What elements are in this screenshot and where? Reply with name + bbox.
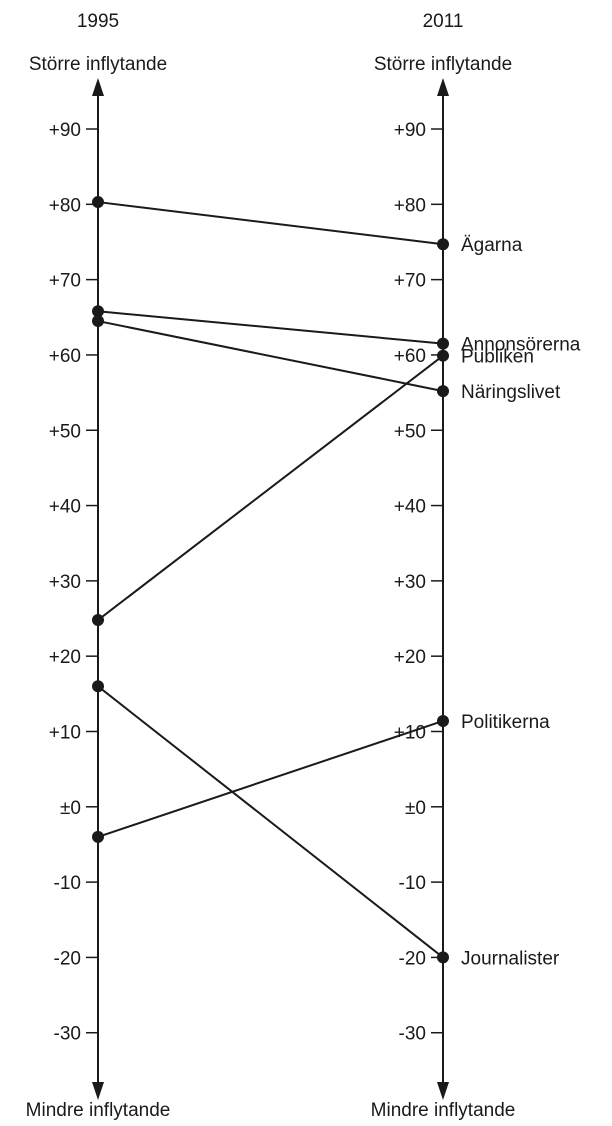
tick-label: -20 (54, 948, 81, 969)
series-point (92, 196, 104, 209)
tick-label: +90 (394, 120, 426, 141)
tick-label: -30 (54, 1024, 81, 1045)
axis-bottom-label: Mindre inflytande (371, 1100, 516, 1121)
series-line (97, 320, 444, 393)
series-line (97, 310, 444, 345)
axis-arrow-up (92, 78, 104, 96)
tick-label: +90 (49, 120, 81, 141)
series-line (97, 201, 444, 246)
series-point (437, 714, 449, 727)
markers-layer (92, 196, 449, 964)
tick-label: ±0 (405, 798, 426, 819)
series-label: Näringslivet (461, 382, 561, 403)
tick-label: +60 (49, 346, 81, 367)
series-line (97, 719, 444, 838)
series-point (92, 830, 104, 843)
tick-label: +50 (49, 421, 81, 442)
axis-arrow-up (437, 78, 449, 96)
axis-arrow-down (92, 1082, 104, 1100)
series-point (437, 337, 449, 350)
series-point (437, 349, 449, 362)
series-line (97, 354, 444, 621)
tick-label: ±0 (60, 798, 81, 819)
tick-label: -30 (399, 1024, 426, 1045)
series-point (437, 238, 449, 251)
axis-top-label: Större inflytande (374, 54, 512, 75)
series-point (437, 951, 449, 964)
axis-year-label: 2011 (423, 11, 464, 32)
tick-label: +40 (49, 497, 81, 518)
tick-label: -20 (399, 948, 426, 969)
tick-label: +10 (49, 722, 81, 743)
series-label: Ägarna (461, 235, 523, 256)
tick-label: +60 (394, 346, 426, 367)
series-point (437, 385, 449, 398)
tick-label: +80 (49, 195, 81, 216)
axis-top-label: Större inflytande (29, 54, 167, 75)
tick-label: +30 (394, 572, 426, 593)
series-point (92, 315, 104, 328)
series-label: Politikerna (461, 712, 550, 733)
tick-label: -10 (399, 873, 426, 894)
tick-label: +80 (394, 195, 426, 216)
axis-bottom-label: Mindre inflytande (26, 1100, 171, 1121)
tick-label: +70 (394, 271, 426, 292)
tick-label: +20 (49, 647, 81, 668)
series-line (97, 685, 444, 959)
series-label: Journalister (461, 948, 560, 969)
axes-layer: 1995 Större inflytande Mindre inflytande +9… (26, 11, 516, 1121)
tick-label: +30 (49, 572, 81, 593)
tick-label: +70 (49, 271, 81, 292)
series-point (92, 305, 104, 318)
axis-arrow-down (437, 1082, 449, 1100)
axis-year-label: 1995 (77, 11, 119, 32)
tick-label: -10 (54, 873, 81, 894)
tick-label: +50 (394, 421, 426, 442)
lines-layer (97, 201, 444, 959)
series-label: Publiken (461, 347, 534, 368)
series-point (92, 680, 104, 693)
series-point (92, 614, 104, 627)
tick-label: +40 (394, 497, 426, 518)
tick-label: +20 (394, 647, 426, 668)
series-label: Annonsörerna (461, 335, 581, 356)
